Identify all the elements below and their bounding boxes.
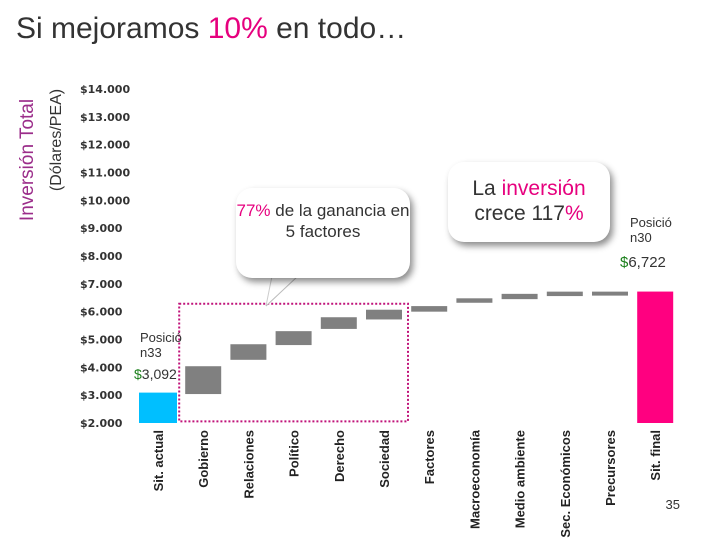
gain-callout: 77% de la ganancia en 5 factores [236,188,410,278]
y-tick-label: $11.000 [80,167,130,180]
waterfall-bar [366,309,402,320]
waterfall-bar [185,366,222,395]
category-label: Factores [422,430,437,484]
category-label: Medio ambiente [513,430,528,528]
end-position-label: Posició n30 [630,215,672,245]
investment-callout: La inversión crece 117% [448,162,610,242]
y-tick-label: $8.000 [80,250,123,263]
inv-text-mid: crece 117 [474,202,565,225]
y-tick-label: $6.000 [80,306,123,319]
inv-text-pre: La [472,177,502,200]
y-tick-label: $12.000 [80,139,130,152]
start-amount: 3,092 [141,366,177,382]
category-label: Relaciones [241,430,256,499]
page-title: Si mejoramos 10% en todo… [16,12,406,46]
category-label: Sociedad [377,430,392,488]
y-tick-label: $13.000 [80,111,130,124]
highlight-box [178,302,409,423]
waterfall-bar [637,291,674,423]
callout-tail [265,276,299,307]
category-label: Sec. Económicos [558,430,573,538]
inv-word: inversión [501,177,586,200]
title-text: Si mejoramos [16,12,208,45]
end-currency: $ [620,254,629,271]
start-currency: $ [134,366,142,382]
start-position-label: Posició n33 [140,330,182,360]
waterfall-bar [230,344,267,360]
category-label: Gobierno [196,430,211,488]
y-tick-label: $9.000 [80,222,123,235]
category-label: Macroeconomía [467,429,482,529]
inv-percent: % [564,202,584,225]
y-tick-label: $3.000 [80,389,123,402]
category-label: Sit. actual [151,430,166,491]
y-tick-label: $14.000 [80,83,130,96]
end-position-value: $6,722 [620,254,666,271]
y-tick-label: $2.000 [80,417,123,430]
y-tick-label: $10.000 [80,194,130,207]
gain-percent: 77% [236,201,271,220]
start-position-value: $3,092 [134,366,177,382]
y-tick-label: $7.000 [80,278,123,291]
category-label: Derecho [332,430,347,482]
y-tick-label: $5.000 [80,334,123,347]
waterfall-bar [592,291,628,296]
category-label: Precursores [603,430,618,506]
waterfall-bar [501,293,538,300]
title-highlight: 10% [207,12,268,45]
waterfall-bar [411,306,448,312]
waterfall-bar [139,392,177,423]
gain-text: de la ganancia en 5 factores [270,201,410,241]
end-amount: 6,722 [628,254,666,271]
waterfall-bar [320,317,357,329]
waterfall-bar [456,298,493,303]
page-number: 35 [665,497,680,512]
category-label: Sit. final [648,430,663,481]
title-text-end: en todo… [267,12,407,45]
waterfall-bar [546,291,583,297]
waterfall-bar [275,331,312,346]
category-label: Político [287,430,302,477]
y-tick-label: $4.000 [80,361,123,374]
